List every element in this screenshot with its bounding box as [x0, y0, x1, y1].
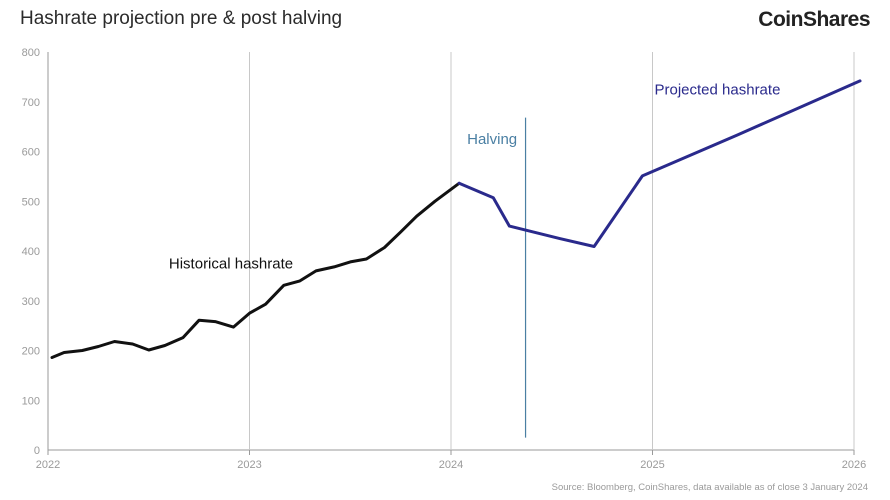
annotation-label: Projected hashrate: [655, 81, 781, 98]
y-tick-label: 600: [22, 147, 40, 159]
grid: [47, 52, 855, 451]
annotations: Historical hashrate Halving Projected hash…: [169, 81, 781, 272]
source-note: Source: Bloomberg, CoinShares, data avai…: [551, 482, 868, 493]
y-tick-label: 500: [22, 196, 40, 208]
x-tick-label: 2022: [36, 459, 60, 471]
series-group: [50, 79, 862, 359]
coinshares-logo: CoinShares: [758, 8, 870, 31]
y-tick-label: 700: [22, 97, 40, 109]
x-tick-label: 2023: [237, 459, 261, 471]
chart-title: Hashrate projection pre & post halving: [20, 8, 343, 29]
y-tick-label: 200: [22, 346, 40, 358]
y-tick-label: 0: [34, 445, 40, 457]
annotation-label: Historical hashrate: [169, 255, 293, 272]
y-tick-label: 300: [22, 296, 40, 308]
axis-ticks: 0 100 200 300 400 500 600 700 800 2022 2023 2024 202…: [22, 47, 867, 471]
series-line-projected: [457, 79, 862, 248]
x-tick-label: 2026: [842, 459, 866, 471]
y-tick-label: 400: [22, 246, 40, 258]
y-tick-label: 800: [22, 47, 40, 59]
y-tick-label: 100: [22, 395, 40, 407]
series-line-historical: [50, 181, 461, 359]
x-tick-label: 2024: [439, 459, 463, 471]
x-tick-label: 2025: [640, 459, 664, 471]
annotation-label: Halving: [467, 131, 517, 148]
